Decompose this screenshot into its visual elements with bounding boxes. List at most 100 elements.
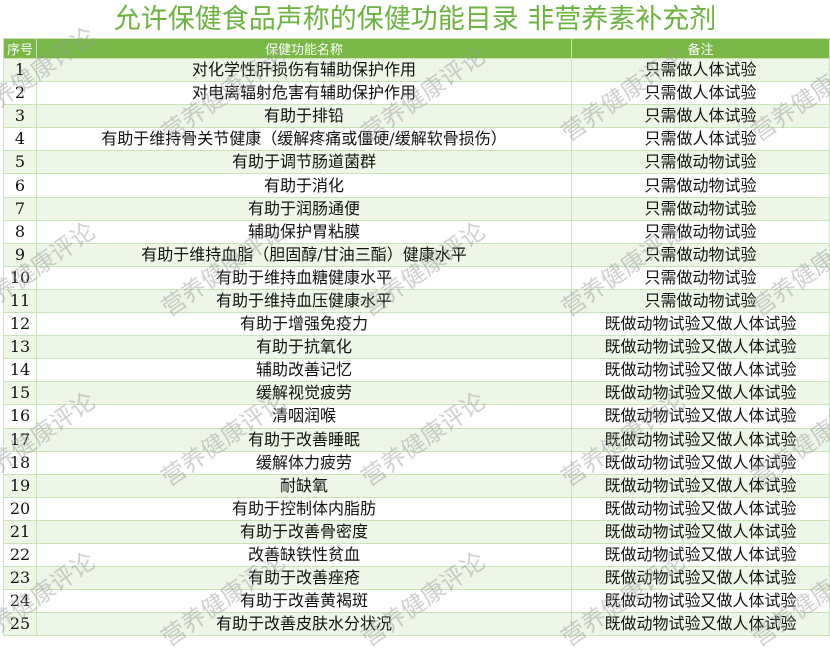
page-title: 允许保健食品声称的保健功能目录 非营养素补充剂	[113, 4, 717, 35]
function-name: 缓解体力疲劳	[36, 450, 572, 475]
remark: 既做动物试验又做人体试验	[571, 589, 830, 614]
remark: 只需做动物试验	[571, 150, 830, 175]
function-name: 辅助保护胃粘膜	[36, 219, 572, 244]
table-row: 9 有助于维持血脂（胆固醇/甘油三酯）健康水平 只需做动物试验	[3, 242, 830, 267]
remark: 既做动物试验又做人体试验	[571, 312, 830, 337]
remark: 只需做动物试验	[571, 173, 830, 198]
function-name: 对电离辐射危害有辅助保护作用	[36, 81, 572, 106]
row-index: 25	[3, 612, 37, 637]
remark: 既做动物试验又做人体试验	[571, 519, 830, 544]
header-row: 序号 保健功能名称 备注	[3, 38, 830, 59]
row-index: 14	[3, 358, 37, 383]
remark: 只需做人体试验	[571, 127, 830, 152]
row-index: 4	[3, 127, 37, 152]
table-row: 24 有助于改善黄褐斑 既做动物试验又做人体试验	[3, 589, 830, 614]
function-name: 辅助改善记忆	[36, 358, 572, 383]
header-remark: 备注	[571, 38, 830, 59]
function-name: 有助于消化	[36, 173, 572, 198]
table-row: 20 有助于控制体内脂肪 既做动物试验又做人体试验	[3, 496, 830, 521]
remark: 只需做动物试验	[571, 219, 830, 244]
remark: 既做动物试验又做人体试验	[571, 427, 830, 452]
remark: 既做动物试验又做人体试验	[571, 404, 830, 429]
function-name: 耐缺氧	[36, 473, 572, 498]
row-index: 23	[3, 566, 37, 591]
remark: 既做动物试验又做人体试验	[571, 612, 830, 637]
row-index: 7	[3, 196, 37, 221]
table-row: 23 有助于改善痤疮 既做动物试验又做人体试验	[3, 566, 830, 591]
table-row: 8 辅助保护胃粘膜 只需做动物试验	[3, 219, 830, 244]
remark: 既做动物试验又做人体试验	[571, 542, 830, 568]
remark: 只需做动物试验	[571, 196, 830, 221]
row-index: 12	[3, 312, 37, 337]
table-row: 21 有助于改善骨密度 既做动物试验又做人体试验	[3, 519, 830, 544]
row-index: 5	[3, 150, 37, 175]
function-name: 有助于增强免疫力	[36, 312, 572, 337]
table-row: 17 有助于改善睡眠 既做动物试验又做人体试验	[3, 427, 830, 452]
remark: 既做动物试验又做人体试验	[571, 335, 830, 360]
row-index: 10	[3, 265, 37, 290]
table-row: 1 对化学性肝损伤有辅助保护作用 只需做人体试验	[3, 57, 830, 83]
function-name: 有助于改善黄褐斑	[36, 589, 572, 614]
row-index: 15	[3, 381, 37, 406]
row-index: 16	[3, 404, 37, 429]
table-row: 11 有助于维持血压健康水平 只需做动物试验	[3, 288, 830, 314]
row-index: 20	[3, 496, 37, 521]
table-row: 13 有助于抗氧化 既做动物试验又做人体试验	[3, 335, 830, 360]
remark: 只需做人体试验	[571, 57, 830, 83]
table-row: 4 有助于维持骨关节健康（缓解疼痛或僵硬/缓解软骨损伤） 只需做人体试验	[3, 127, 830, 152]
remark: 只需做动物试验	[571, 265, 830, 290]
table-row: 15 缓解视觉疲劳 既做动物试验又做人体试验	[3, 381, 830, 406]
remark: 既做动物试验又做人体试验	[571, 381, 830, 406]
function-name: 缓解视觉疲劳	[36, 381, 572, 406]
remark: 既做动物试验又做人体试验	[571, 473, 830, 498]
remark: 既做动物试验又做人体试验	[571, 496, 830, 521]
table-row: 3 有助于排铅 只需做人体试验	[3, 104, 830, 129]
function-name: 有助于抗氧化	[36, 335, 572, 360]
function-name: 有助于改善睡眠	[36, 427, 572, 452]
remark: 只需做人体试验	[571, 104, 830, 129]
table-row: 12 有助于增强免疫力 既做动物试验又做人体试验	[3, 312, 830, 337]
function-name: 有助于改善痤疮	[36, 566, 572, 591]
function-name: 有助于调节肠道菌群	[36, 150, 572, 175]
table-row: 19 耐缺氧 既做动物试验又做人体试验	[3, 473, 830, 498]
table-row: 5 有助于调节肠道菌群 只需做动物试验	[3, 150, 830, 175]
function-name: 有助于控制体内脂肪	[36, 496, 572, 521]
table-row: 14 辅助改善记忆 既做动物试验又做人体试验	[3, 358, 830, 383]
row-index: 2	[3, 81, 37, 106]
remark: 既做动物试验又做人体试验	[571, 566, 830, 591]
row-index: 19	[3, 473, 37, 498]
row-index: 3	[3, 104, 37, 129]
function-name: 有助于维持骨关节健康（缓解疼痛或僵硬/缓解软骨损伤）	[36, 127, 572, 152]
function-name: 有助于维持血脂（胆固醇/甘油三酯）健康水平	[36, 242, 572, 267]
function-name: 有助于维持血糖健康水平	[36, 265, 572, 290]
function-name: 有助于润肠通便	[36, 196, 572, 221]
remark: 既做动物试验又做人体试验	[571, 358, 830, 383]
table-row: 18 缓解体力疲劳 既做动物试验又做人体试验	[3, 450, 830, 475]
table-row: 16 清咽润喉 既做动物试验又做人体试验	[3, 404, 830, 429]
health-function-table: 序号 保健功能名称 备注 1 对化学性肝损伤有辅助保护作用 只需做人体试验 2 对电离辐…	[3, 38, 830, 637]
header-function-name: 保健功能名称	[36, 38, 572, 59]
row-index: 9	[3, 242, 37, 267]
row-index: 8	[3, 219, 37, 244]
row-index: 24	[3, 589, 37, 614]
table-row: 6 有助于消化 只需做动物试验	[3, 173, 830, 198]
function-name: 改善缺铁性贫血	[36, 542, 572, 568]
row-index: 6	[3, 173, 37, 198]
remark: 只需做动物试验	[571, 242, 830, 267]
table-row: 10 有助于维持血糖健康水平 只需做动物试验	[3, 265, 830, 290]
remark: 只需做动物试验	[571, 288, 830, 314]
header-index: 序号	[3, 38, 37, 59]
function-name: 清咽润喉	[36, 404, 572, 429]
function-name: 有助于排铅	[36, 104, 572, 129]
function-name: 对化学性肝损伤有辅助保护作用	[36, 57, 572, 83]
table-row: 2 对电离辐射危害有辅助保护作用 只需做人体试验	[3, 81, 830, 106]
row-index: 18	[3, 450, 37, 475]
function-name: 有助于改善皮肤水分状况	[36, 612, 572, 637]
function-name: 有助于改善骨密度	[36, 519, 572, 544]
row-index: 22	[3, 542, 37, 568]
table-row: 7 有助于润肠通便 只需做动物试验	[3, 196, 830, 221]
remark: 只需做人体试验	[571, 81, 830, 106]
row-index: 1	[3, 57, 37, 83]
row-index: 11	[3, 288, 37, 314]
table-row: 25 有助于改善皮肤水分状况 既做动物试验又做人体试验	[3, 612, 830, 637]
